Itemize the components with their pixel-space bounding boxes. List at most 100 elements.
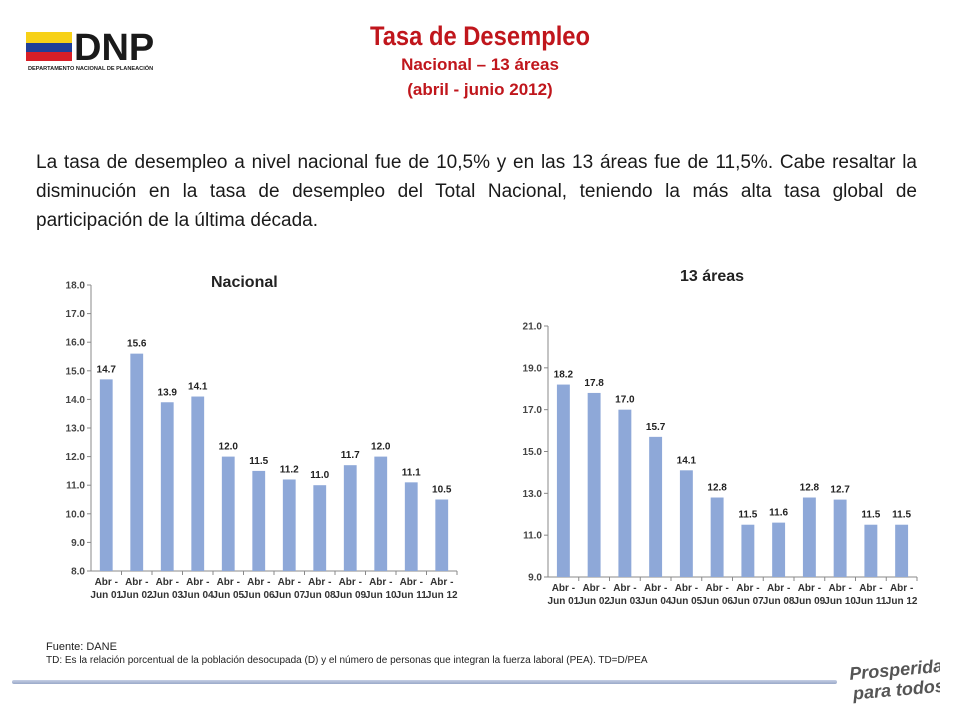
- x-tick-label: Abr -: [95, 577, 118, 588]
- y-tick-label: 9.0: [71, 538, 85, 549]
- bar-value-label: 17.0: [615, 395, 635, 406]
- x-tick-label: Jun 10: [365, 590, 397, 601]
- chart-title-nacional: Nacional: [211, 274, 278, 291]
- x-tick-label: Jun 10: [824, 596, 856, 607]
- logo-subtext: DEPARTAMENTO NACIONAL DE PLANEACIÓN: [28, 64, 153, 72]
- x-tick-label: Jun 03: [609, 596, 641, 607]
- bar: [221, 456, 235, 571]
- bar: [130, 353, 144, 571]
- y-tick-label: 21.0: [523, 322, 543, 333]
- x-tick-label: Abr -: [705, 583, 728, 594]
- x-tick-label: Abr -: [156, 577, 179, 588]
- slogan-logo: Prosperidad para todos: [848, 656, 940, 704]
- footer-source: Fuente: DANE: [46, 641, 117, 653]
- x-tick-label: Jun 09: [794, 596, 826, 607]
- bar-value-label: 12.0: [371, 442, 391, 453]
- bar: [741, 524, 755, 577]
- x-tick-label: Abr -: [369, 577, 392, 588]
- x-tick-label: Jun 04: [640, 596, 672, 607]
- x-tick-label: Jun 02: [121, 590, 153, 601]
- x-tick-label: Abr -: [828, 583, 851, 594]
- flag-blue-stripe: [26, 43, 72, 52]
- y-tick-label: 18.0: [66, 281, 86, 292]
- bar: [160, 402, 174, 571]
- logo-text: DNP: [74, 27, 154, 69]
- x-tick-label: Abr -: [767, 583, 790, 594]
- summary-paragraph: La tasa de desempleo a nivel nacional fu…: [36, 152, 917, 231]
- bar-value-label: 12.8: [800, 483, 820, 494]
- bar: [864, 524, 878, 577]
- bar-value-label: 17.8: [584, 378, 604, 389]
- y-tick-label: 17.0: [66, 309, 86, 320]
- x-tick-label: Abr -: [675, 583, 698, 594]
- bar: [772, 522, 786, 577]
- x-tick-label: Abr -: [644, 583, 667, 594]
- y-tick-label: 15.0: [523, 447, 543, 458]
- bar-value-label: 12.0: [219, 442, 239, 453]
- bar: [618, 409, 632, 577]
- bar-value-label: 18.2: [554, 370, 574, 381]
- x-tick-label: Jun 03: [151, 590, 183, 601]
- x-tick-label: Abr -: [582, 583, 605, 594]
- x-tick-label: Abr -: [278, 577, 301, 588]
- bar: [252, 470, 266, 571]
- bar-value-label: 11.1: [402, 467, 421, 478]
- bar: [282, 479, 296, 571]
- bar-value-label: 11.0: [310, 470, 329, 481]
- footer-note: TD: Es la relación porcentual de la pobl…: [46, 655, 648, 666]
- bar-value-label: 11.5: [738, 510, 757, 521]
- x-tick-label: Abr -: [430, 577, 453, 588]
- x-tick-label: Abr -: [552, 583, 575, 594]
- y-tick-label: 11.0: [66, 481, 85, 492]
- bar: [191, 396, 205, 571]
- bar: [710, 497, 724, 577]
- x-tick-label: Jun 05: [212, 590, 244, 601]
- footer-divider: [12, 680, 837, 684]
- x-tick-label: Jun 11: [855, 596, 887, 607]
- page-subtitle-period: (abril - junio 2012): [407, 80, 553, 99]
- bar: [343, 465, 357, 571]
- bar: [649, 436, 663, 577]
- x-tick-label: Jun 01: [548, 596, 580, 607]
- x-tick-label: Jun 05: [671, 596, 703, 607]
- y-tick-label: 15.0: [66, 366, 86, 377]
- x-tick-label: Abr -: [308, 577, 331, 588]
- x-tick-label: Jun 08: [763, 596, 795, 607]
- bar-value-label: 14.1: [677, 455, 697, 466]
- x-tick-label: Jun 07: [732, 596, 764, 607]
- y-tick-label: 16.0: [66, 338, 86, 349]
- bar-value-label: 13.9: [158, 387, 178, 398]
- y-tick-label: 14.0: [66, 395, 86, 406]
- bar-value-label: 14.1: [188, 382, 208, 393]
- bar: [404, 482, 418, 571]
- x-tick-label: Abr -: [859, 583, 882, 594]
- x-tick-label: Jun 01: [90, 590, 122, 601]
- x-tick-label: Abr -: [798, 583, 821, 594]
- x-tick-label: Abr -: [217, 577, 240, 588]
- y-tick-label: 11.0: [523, 531, 542, 542]
- page-title: Tasa de Desempleo: [369, 21, 591, 51]
- x-tick-label: Abr -: [736, 583, 759, 594]
- bar-value-label: 10.5: [432, 485, 452, 496]
- x-tick-label: Jun 04: [182, 590, 214, 601]
- y-tick-label: 8.0: [71, 567, 85, 578]
- dnp-logo: DNP DEPARTAMENTO NACIONAL DE PLANEACIÓN: [26, 27, 154, 72]
- chart-title-13-areas: 13 áreas: [680, 268, 745, 285]
- x-tick-label: Jun 07: [273, 590, 305, 601]
- bar-value-label: 11.5: [892, 510, 911, 521]
- x-tick-label: Jun 12: [886, 596, 918, 607]
- bar: [313, 485, 327, 571]
- bar-value-label: 12.7: [830, 485, 850, 496]
- y-tick-label: 9.0: [528, 573, 542, 584]
- bar: [435, 499, 449, 571]
- flag-red-stripe: [26, 52, 72, 61]
- bar: [587, 392, 601, 577]
- x-tick-label: Jun 08: [304, 590, 336, 601]
- bar: [895, 524, 909, 577]
- bar-value-label: 15.7: [646, 422, 666, 433]
- y-tick-label: 10.0: [66, 509, 86, 520]
- y-tick-label: 13.0: [523, 489, 543, 500]
- x-tick-label: Jun 06: [701, 596, 733, 607]
